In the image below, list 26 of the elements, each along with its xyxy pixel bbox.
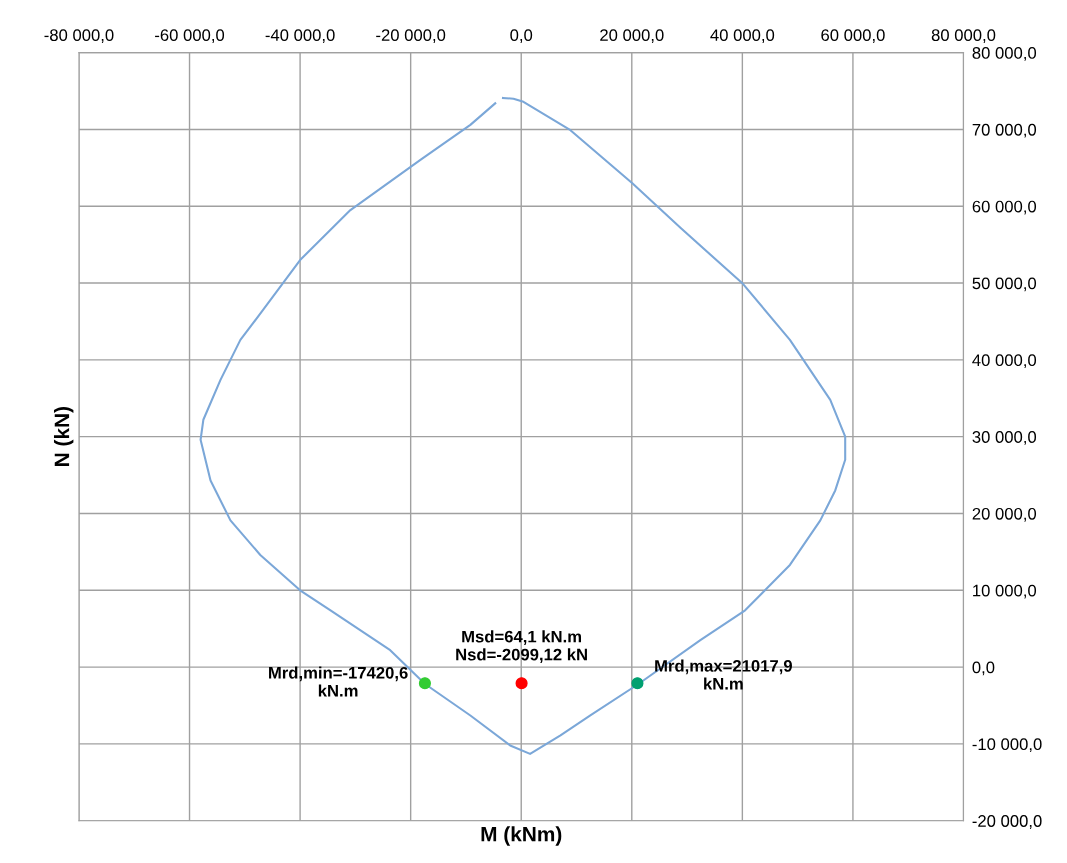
y-tick-label: 80 000,0 [972, 47, 1037, 61]
x-tick-label: 80 000,0 [931, 29, 996, 43]
annotation: Msd=64,1 kN.m Nsd=-2099,12 kN [456, 630, 587, 663]
y-tick-label: 70 000,0 [972, 123, 1037, 138]
y-tick-label: 20 000,0 [972, 507, 1037, 522]
x-tick-label: -80 000,0 [44, 29, 114, 43]
x-tick-label: 20 000,0 [600, 29, 664, 43]
annotation: Mrd,max=21017,9 kN.m [655, 659, 792, 690]
y-tick-label: 50 000,0 [972, 277, 1037, 292]
y-tick-label: -20 000,0 [972, 815, 1042, 829]
x-tick-label: 60 000,0 [821, 29, 885, 43]
x-tick-label: -40 000,0 [265, 29, 335, 43]
y-tick-label: 60 000,0 [972, 200, 1037, 215]
y-axis-title: N (kN) [53, 407, 74, 466]
y-tick-label: 30 000,0 [972, 431, 1037, 445]
x-tick-label: -60 000,0 [155, 29, 225, 43]
x-tick-label: 40 000,0 [710, 29, 775, 43]
x-axis-title: M (kNm) [481, 826, 562, 846]
x-tick-label: -20 000,0 [376, 29, 446, 43]
x-tick-label: 0,0 [510, 29, 533, 43]
annotation: Mrd,min=-17420,6 kN.m [269, 666, 408, 697]
y-tick-label: 0,0 [972, 661, 995, 676]
y-tick-label: 10 000,0 [973, 584, 1037, 599]
line-series [199, 96, 847, 755]
y-tick-label: -10 000,0 [972, 738, 1042, 753]
y-tick-label: 40 000,0 [972, 354, 1037, 369]
